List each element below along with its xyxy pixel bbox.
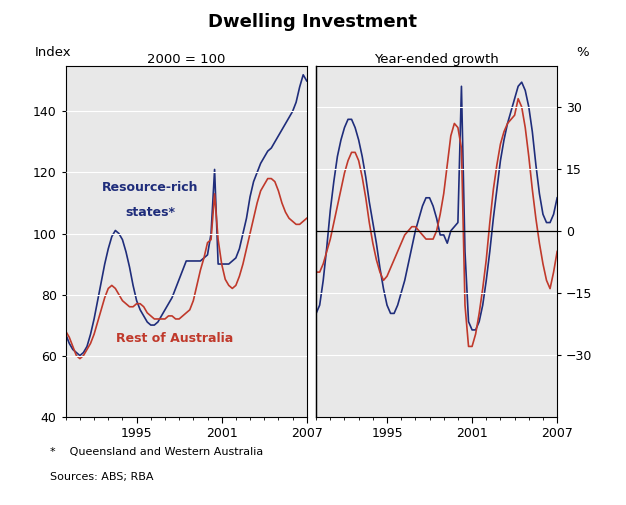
Text: Year-ended growth: Year-ended growth <box>374 53 499 66</box>
Text: states*: states* <box>125 206 175 219</box>
Text: 2000 = 100: 2000 = 100 <box>147 53 225 66</box>
Text: *    Queensland and Western Australia: * Queensland and Western Australia <box>50 447 264 457</box>
Text: Sources: ABS; RBA: Sources: ABS; RBA <box>50 472 153 482</box>
Text: Index: Index <box>34 45 71 59</box>
Text: %: % <box>576 45 588 59</box>
Text: Resource-rich: Resource-rich <box>102 181 198 194</box>
Text: Dwelling Investment: Dwelling Investment <box>208 13 418 31</box>
Text: Rest of Australia: Rest of Australia <box>116 332 233 345</box>
